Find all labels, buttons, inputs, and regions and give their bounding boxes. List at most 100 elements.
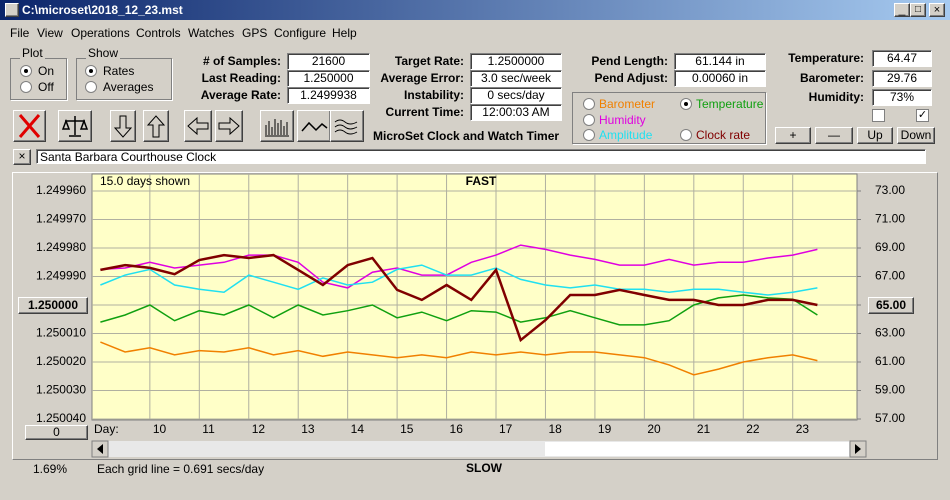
radio[interactable] xyxy=(680,129,692,141)
left-button[interactable] xyxy=(184,110,212,142)
adjust-button[interactable]: Down xyxy=(897,127,935,144)
menu-item[interactable]: View xyxy=(37,26,63,40)
multiwave-button[interactable] xyxy=(330,110,364,142)
fast-label: FAST xyxy=(466,174,497,188)
group-title: Plot xyxy=(20,46,45,60)
adjust-button[interactable]: + xyxy=(775,127,811,144)
multiwave-icon xyxy=(334,119,358,135)
y2-marker[interactable]: 65.00 xyxy=(868,297,914,314)
x-tick-label: 13 xyxy=(301,422,315,436)
series-line xyxy=(100,253,818,343)
radio-label: Off xyxy=(38,80,54,94)
radio-label: Rates xyxy=(103,64,135,78)
balance-button[interactable] xyxy=(58,110,92,142)
maximize-button[interactable]: □ xyxy=(910,3,926,17)
field-value: 3.0 sec/week xyxy=(470,70,562,87)
y-tick-label: 1.249970 xyxy=(36,212,86,226)
adjust-button[interactable]: — xyxy=(815,127,853,144)
y-tick-label: 1.250040 xyxy=(36,411,86,425)
radio[interactable] xyxy=(85,81,97,93)
radio[interactable] xyxy=(20,81,32,93)
field-value: 73% xyxy=(872,89,932,106)
field-label: Temperature: xyxy=(788,51,864,65)
status-percent: 1.69% xyxy=(33,462,68,476)
group-title: Show xyxy=(86,46,121,60)
x-axis-label: Day: xyxy=(94,422,119,436)
y-marker[interactable]: 1.250000 xyxy=(18,297,88,314)
legend-label: Clock rate xyxy=(696,128,751,142)
minimize-button[interactable]: _ xyxy=(894,3,910,17)
field-value: 0 secs/day xyxy=(470,87,562,104)
stop-button[interactable] xyxy=(13,110,46,142)
field-value: 1.2499938 xyxy=(287,87,370,104)
chart-panel xyxy=(12,172,938,460)
y2-tick-label: 59.00 xyxy=(875,383,905,397)
bars-button[interactable] xyxy=(260,110,294,142)
down-button[interactable] xyxy=(110,110,136,142)
down-icon xyxy=(113,115,133,138)
radio-dot xyxy=(89,69,93,73)
y-tick-label: 1.250020 xyxy=(36,354,86,368)
x-tick-label: 16 xyxy=(450,422,464,436)
field-value: 61.144 in xyxy=(674,53,766,70)
clear-button[interactable]: × xyxy=(13,149,31,165)
x-tick-label: 23 xyxy=(796,422,810,436)
series-line xyxy=(100,244,818,289)
field-value: 29.76 xyxy=(872,70,932,87)
series-line xyxy=(100,264,818,296)
close-button[interactable]: × xyxy=(929,3,945,17)
radio-label: On xyxy=(38,64,55,78)
scroll-right-arrow xyxy=(855,444,861,454)
right-button[interactable] xyxy=(215,110,243,142)
grid-note: Each grid line = 0.691 secs/day xyxy=(97,462,265,476)
slow-label: SLOW xyxy=(466,461,503,475)
left-icon xyxy=(187,116,209,136)
menu-item[interactable]: GPS xyxy=(242,26,268,40)
field-value: 1.250000 xyxy=(287,70,370,87)
radio[interactable] xyxy=(583,114,595,126)
x-tick-label: 10 xyxy=(153,422,167,436)
wave-button[interactable] xyxy=(297,110,331,142)
x-tick-label: 17 xyxy=(499,422,513,436)
field-label: Current Time: xyxy=(385,105,464,119)
radio[interactable] xyxy=(583,98,595,110)
days-shown: 15.0 days shown xyxy=(100,174,190,188)
menu-item[interactable]: Controls xyxy=(136,26,181,40)
y2-tick-label: 67.00 xyxy=(875,269,905,283)
legend-label: Temperature xyxy=(696,97,764,111)
checkbox[interactable] xyxy=(872,109,885,122)
field-label: Average Error: xyxy=(380,71,464,85)
menu-item[interactable]: Watches xyxy=(188,26,235,40)
y-tick-label: 1.249980 xyxy=(36,240,86,254)
y2-tick-label: 73.00 xyxy=(875,183,905,197)
show-group xyxy=(76,58,172,100)
field-label: Pend Adjust: xyxy=(594,71,668,85)
x-tick-label: 14 xyxy=(351,422,365,436)
scroll-thumb[interactable] xyxy=(545,442,849,456)
scroll-left-arrow xyxy=(97,444,103,454)
up-button[interactable] xyxy=(143,110,169,142)
adjust-button[interactable]: Up xyxy=(857,127,893,144)
radio[interactable] xyxy=(583,129,595,141)
menu-item[interactable]: Operations xyxy=(71,26,130,40)
field-label: Pend Length: xyxy=(591,54,668,68)
field-label: Target Rate: xyxy=(394,54,464,68)
checkbox[interactable]: ✓ xyxy=(916,109,929,122)
bars-icon xyxy=(265,119,289,137)
offset-button[interactable]: 0 xyxy=(25,425,88,440)
field-value: 0.00060 in xyxy=(674,70,766,87)
y-tick-label: 1.249960 xyxy=(36,183,86,197)
field-value: 64.47 xyxy=(872,50,932,67)
series-line xyxy=(100,341,818,376)
menu-item[interactable]: File xyxy=(10,26,30,40)
menu-item[interactable]: Configure xyxy=(274,26,327,40)
x-tick-label: 22 xyxy=(746,422,760,436)
field-label: Average Rate: xyxy=(200,88,281,102)
menu-item[interactable]: Help xyxy=(332,26,357,40)
y2-tick-label: 57.00 xyxy=(875,411,905,425)
radio-label: Averages xyxy=(103,80,154,94)
x-tick-label: 11 xyxy=(202,422,215,436)
clock-name[interactable]: Santa Barbara Courthouse Clock xyxy=(36,149,926,164)
y2-tick-label: 71.00 xyxy=(875,212,905,226)
